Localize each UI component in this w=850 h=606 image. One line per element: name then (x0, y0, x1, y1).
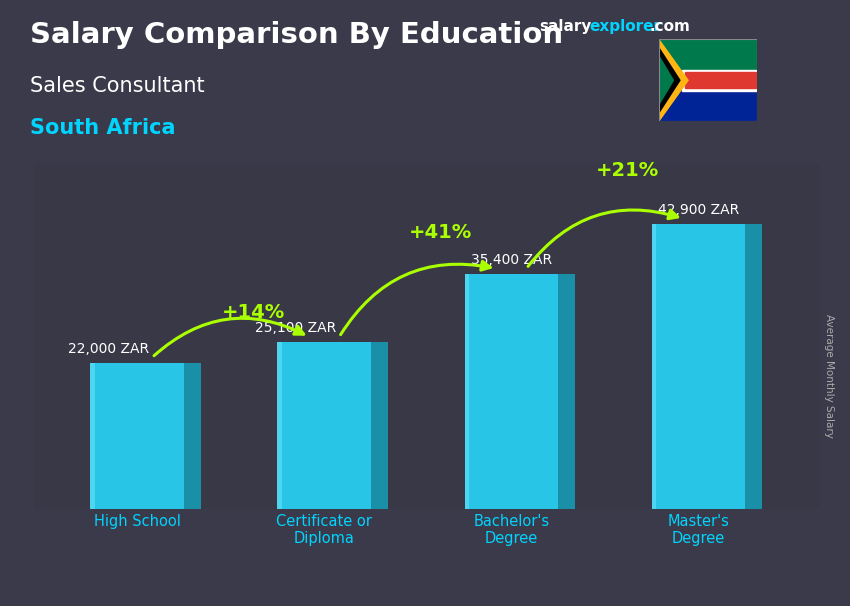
Bar (659, 39, 756, 80)
Polygon shape (277, 342, 282, 509)
Text: +14%: +14% (221, 303, 285, 322)
Polygon shape (371, 342, 388, 509)
Text: explorer: explorer (589, 19, 661, 35)
Bar (685, 72, 756, 88)
Polygon shape (465, 274, 469, 509)
Text: +41%: +41% (409, 222, 472, 242)
FancyBboxPatch shape (90, 363, 184, 509)
Polygon shape (652, 224, 656, 509)
Polygon shape (184, 363, 201, 509)
Polygon shape (745, 224, 762, 509)
Text: salary: salary (540, 19, 592, 35)
Text: 22,000 ZAR: 22,000 ZAR (68, 342, 150, 356)
Text: .com: .com (649, 19, 690, 35)
FancyBboxPatch shape (277, 342, 371, 509)
Text: Average Monthly Salary: Average Monthly Salary (824, 314, 834, 438)
Text: Salary Comparison By Education: Salary Comparison By Education (30, 21, 563, 49)
Text: Sales Consultant: Sales Consultant (30, 76, 204, 96)
Text: 35,400 ZAR: 35,400 ZAR (471, 253, 552, 267)
Bar (682, 70, 756, 90)
Text: +21%: +21% (596, 161, 659, 180)
Polygon shape (659, 39, 688, 121)
Text: 42,900 ZAR: 42,900 ZAR (658, 203, 740, 217)
Polygon shape (90, 363, 95, 509)
FancyBboxPatch shape (652, 224, 745, 509)
FancyBboxPatch shape (465, 274, 558, 509)
Polygon shape (558, 274, 575, 509)
Bar (659, 80, 756, 121)
Text: South Africa: South Africa (30, 118, 175, 138)
Text: 25,100 ZAR: 25,100 ZAR (256, 321, 337, 335)
Polygon shape (659, 48, 680, 113)
Bar (685, 72, 756, 88)
Polygon shape (659, 56, 673, 105)
